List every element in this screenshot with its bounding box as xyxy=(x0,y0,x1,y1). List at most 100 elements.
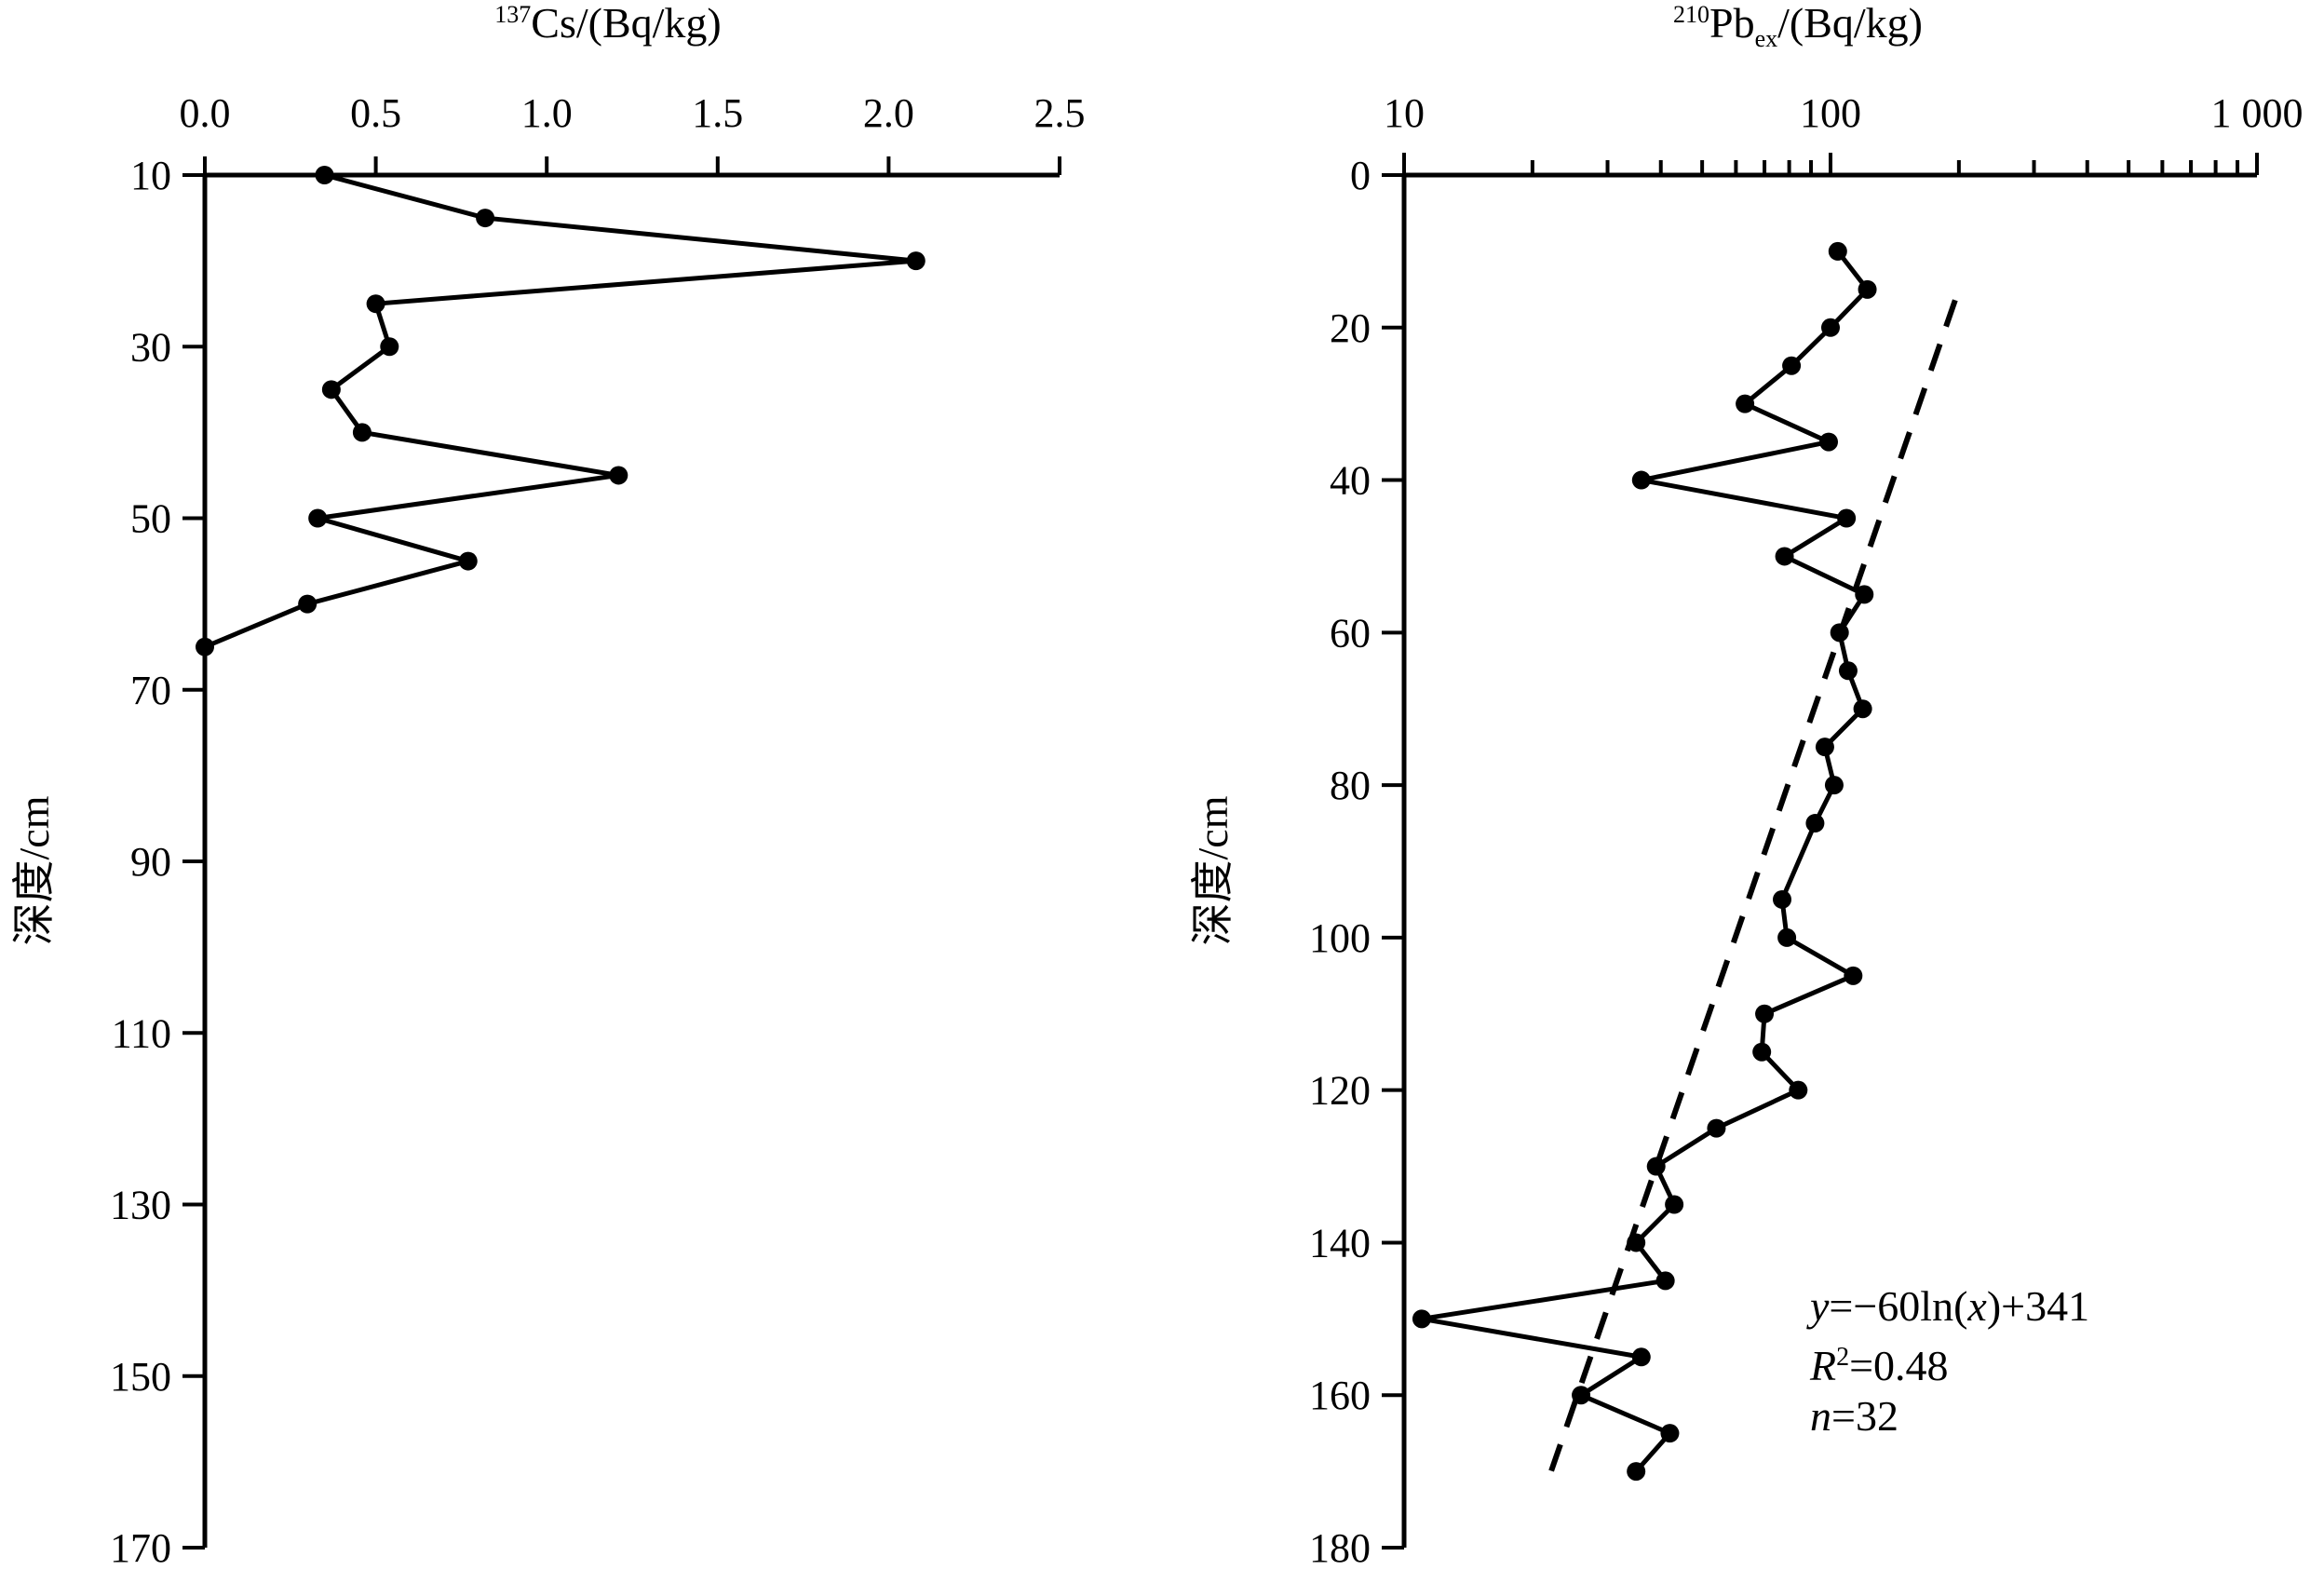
pb210-series xyxy=(1412,241,1877,1482)
pb210-depth-panel: 210Pbex/(Bq/kg) 深度/cm 10 100 1 000 0 20 40 60 8… xyxy=(1189,0,2304,1570)
cs137-data-point xyxy=(366,294,385,314)
pb210-data-point xyxy=(1707,1118,1726,1138)
fit-r-squared: R2=0.48 xyxy=(1809,1342,1949,1389)
cs137-x-axis-title-main: Cs/(Bq/kg) xyxy=(531,0,721,47)
cs137-data-point xyxy=(458,551,478,571)
pb210-y-tick-label: 140 xyxy=(1309,1220,1371,1265)
cs137-data-point xyxy=(308,508,328,528)
fit-n-var: n xyxy=(1810,1392,1831,1440)
cs137-data-point xyxy=(380,337,399,357)
pb210-data-point xyxy=(1773,889,1792,909)
pb210-x-axis-title: 210Pbex/(Bq/kg) xyxy=(1673,0,1923,52)
fit-annotation: y=−60ln(x)+341 R2=0.48 n=32 xyxy=(1806,1282,2089,1440)
pb210-data-point xyxy=(1830,623,1849,643)
cs137-x-axis-title: 137Cs/(Bq/kg) xyxy=(494,0,721,47)
cs137-y-tick-label: 90 xyxy=(130,839,171,885)
pb210-y-axis-title: 深度/cm xyxy=(1189,795,1236,945)
pb210-y-tick-label: 80 xyxy=(1330,763,1371,808)
pb210-data-point xyxy=(1828,241,1847,261)
pb210-data-point xyxy=(1853,699,1872,719)
fit-equation-inner: x xyxy=(1966,1282,1987,1330)
fit-r-value: =0.48 xyxy=(1849,1342,1948,1389)
pb210-data-point xyxy=(1665,1195,1684,1214)
pb210-data-point xyxy=(1627,1233,1646,1252)
pb210-data-point xyxy=(1736,394,1755,413)
pb210-data-point xyxy=(1631,470,1651,490)
pb210-y-tick-label: 120 xyxy=(1309,1068,1371,1114)
cs137-data-point xyxy=(196,637,214,656)
cs137-y-tick-label: 110 xyxy=(112,1010,171,1056)
fit-equation-var: y xyxy=(1806,1282,1830,1330)
pb210-x-axis-title-sub: ex xyxy=(1755,25,1778,52)
pb210-data-point xyxy=(1855,585,1874,604)
cs137-x-tick-label: 0.0 xyxy=(180,90,231,136)
fit-r-var: R xyxy=(1809,1342,1836,1389)
pb210-y-tick-label: 40 xyxy=(1330,458,1371,504)
pb210-data-point xyxy=(1775,547,1794,566)
pb210-data-point xyxy=(1572,1386,1591,1405)
cs137-axes xyxy=(182,156,1061,1550)
cs137-y-tick-label: 70 xyxy=(130,668,171,713)
pb210-data-point xyxy=(1412,1309,1431,1329)
cs137-x-axis-title-sup: 137 xyxy=(494,1,531,28)
cs137-x-tick-label: 2.0 xyxy=(863,90,914,136)
pb210-data-point xyxy=(1631,1347,1651,1367)
pb210-x-tick-label: 100 xyxy=(1800,90,1861,136)
pb210-axes xyxy=(1382,153,2259,1550)
pb210-y-tick-label: 180 xyxy=(1309,1525,1371,1570)
cs137-y-tick-label: 30 xyxy=(130,324,171,370)
pb210-data-point xyxy=(1815,738,1834,757)
pb210-data-point xyxy=(1627,1462,1646,1482)
cs137-x-tick-label: 2.5 xyxy=(1034,90,1086,136)
pb210-y-tick-label: 100 xyxy=(1309,915,1371,961)
pb210-x-axis-title-unit: /(Bq/kg) xyxy=(1777,0,1923,47)
cs137-x-tick-label: 1.0 xyxy=(521,90,573,136)
fit-equation-tail: )+341 xyxy=(1987,1282,2089,1330)
cs137-data-point xyxy=(609,466,628,485)
cs137-tick-labels: 0.0 0.5 1.0 1.5 2.0 2.5 10 30 50 70 90 110 130 150 170 xyxy=(110,90,1086,1570)
pb210-data-point xyxy=(1821,318,1840,337)
pb210-y-tick-label: 0 xyxy=(1350,153,1371,198)
pb210-data-point xyxy=(1752,1042,1772,1062)
cs137-depth-panel: 137Cs/(Bq/kg) 深度/cm 0.0 0.5 1.0 1.5 2.0 2.5 10… xyxy=(10,0,1086,1570)
pb210-x-axis-title-sup: 210 xyxy=(1673,1,1709,28)
pb210-data-point xyxy=(1824,776,1844,795)
pb210-y-tick-label: 60 xyxy=(1330,610,1371,656)
pb210-data-point xyxy=(1819,432,1839,452)
pb210-data-point xyxy=(1782,356,1802,375)
fit-n: n=32 xyxy=(1810,1392,1898,1440)
fit-r-sup: 2 xyxy=(1836,1343,1849,1372)
fit-equation: y=−60ln(x)+341 xyxy=(1806,1282,2089,1330)
pb210-data-point xyxy=(1805,814,1825,833)
cs137-data-point xyxy=(352,423,372,442)
pb210-data-point xyxy=(1838,661,1858,681)
cs137-y-tick-label: 50 xyxy=(130,496,171,542)
cs137-series xyxy=(196,166,926,656)
pb210-data-point xyxy=(1755,1004,1775,1023)
cs137-x-tick-label: 1.5 xyxy=(692,90,743,136)
fit-equation-body: =−60ln( xyxy=(1829,1282,1967,1330)
pb210-data-point xyxy=(1646,1157,1666,1176)
pb210-data-point xyxy=(1777,927,1797,947)
pb210-x-tick-label: 10 xyxy=(1384,90,1425,136)
cs137-y-tick-label: 130 xyxy=(110,1183,171,1228)
cs137-y-tick-label: 150 xyxy=(110,1354,171,1400)
pb210-tick-labels: 10 100 1 000 0 20 40 60 80 100 120 140 160 180 xyxy=(1309,90,2304,1570)
pb210-y-tick-label: 20 xyxy=(1330,305,1371,351)
cs137-y-axis-title: 深度/cm xyxy=(10,795,58,945)
pb210-x-tick-label: 1 000 xyxy=(2211,90,2304,136)
cs137-y-tick-label: 10 xyxy=(130,153,171,198)
pb210-data-point xyxy=(1837,508,1857,528)
cs137-data-point xyxy=(906,251,926,271)
cs137-data-point xyxy=(315,166,334,184)
cs137-data-point xyxy=(298,594,318,614)
cs137-y-tick-label: 170 xyxy=(110,1525,171,1570)
cs137-series-line xyxy=(204,172,917,649)
pb210-data-point xyxy=(1789,1080,1808,1100)
pb210-y-tick-label: 160 xyxy=(1309,1373,1371,1418)
pb210-series-line xyxy=(1421,250,1871,1473)
pb210-data-point xyxy=(1660,1424,1680,1443)
cs137-x-tick-label: 0.5 xyxy=(350,90,401,136)
pb210-x-axis-title-main: Pb xyxy=(1709,0,1755,47)
